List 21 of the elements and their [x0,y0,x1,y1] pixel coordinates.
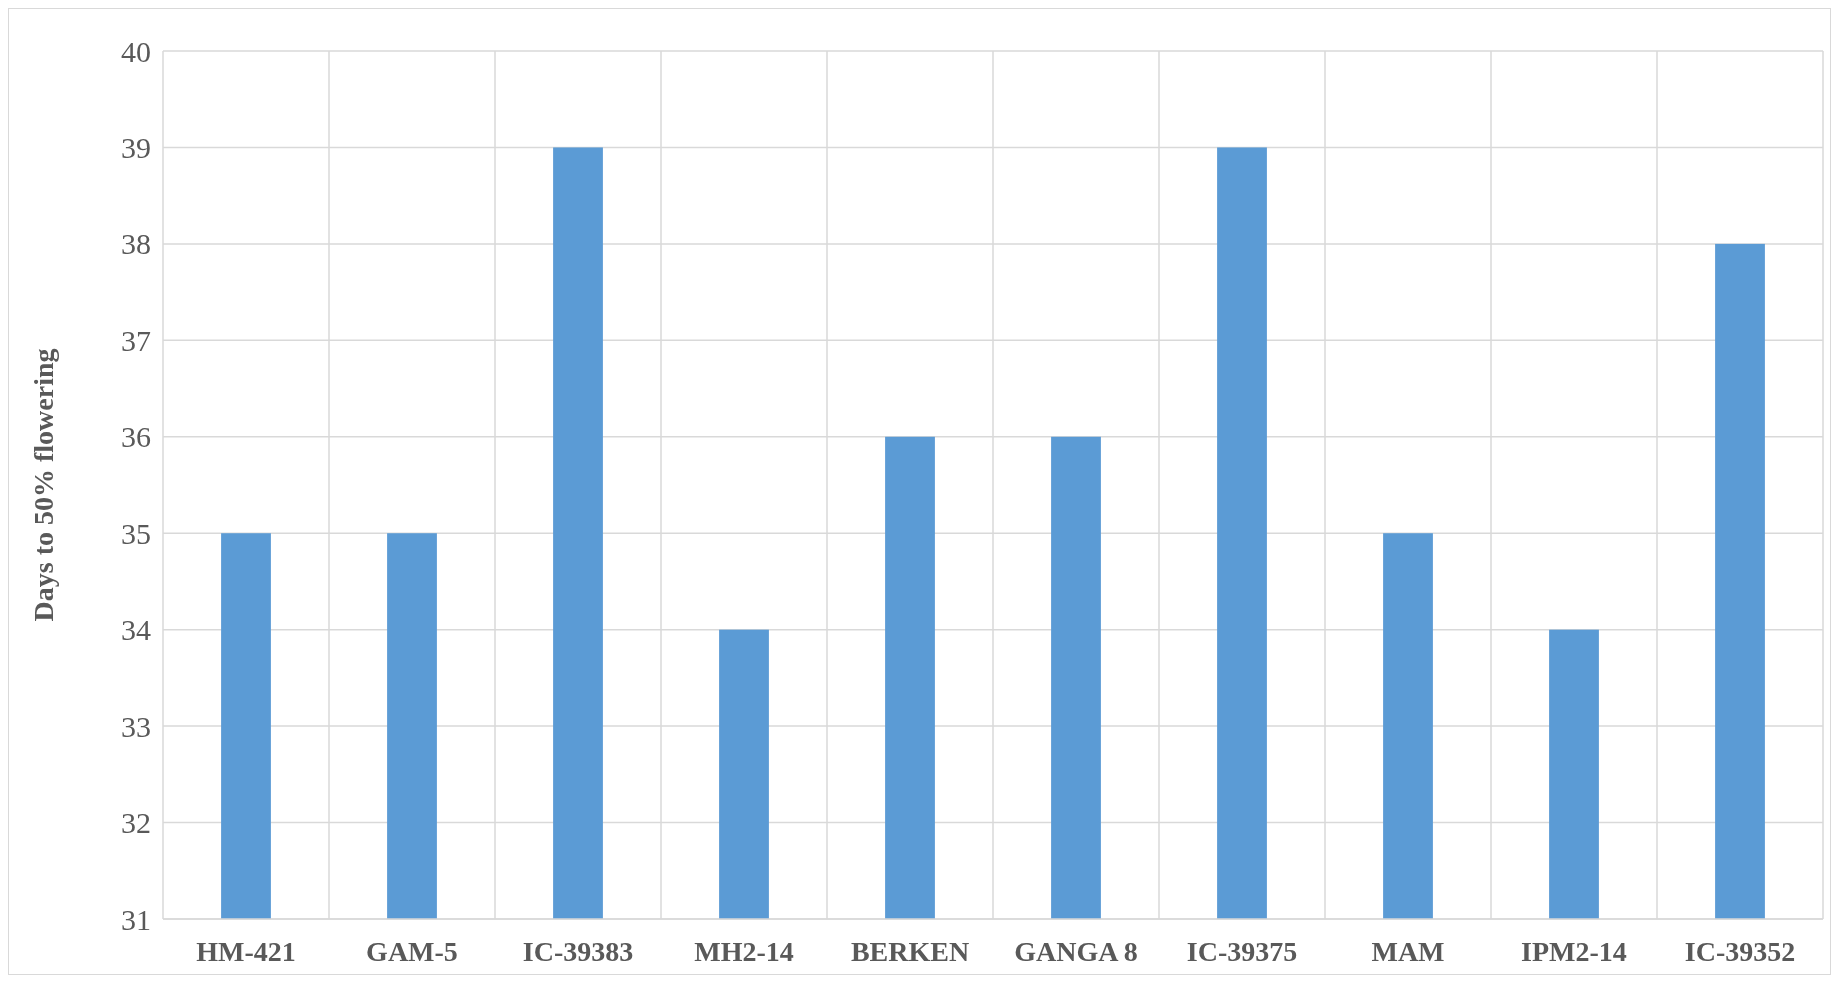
y-tick-label: 33 [121,709,151,743]
x-tick-label: MH2-14 [694,936,794,967]
x-tick-label: MAM [1371,936,1445,967]
y-axis-title: Days to 50% flowering [28,348,59,622]
y-tick-label: 34 [121,613,151,647]
x-tick-label: BERKEN [850,936,970,967]
y-tick-label: 37 [121,323,151,357]
x-tick-label: IC-39352 [1684,936,1796,967]
y-tick-label: 36 [121,420,151,454]
y-tick-label: 32 [121,806,151,840]
y-tick-label: 40 [121,34,151,68]
y-tick-label: 39 [121,130,151,164]
y-tick-label: 38 [121,227,151,261]
x-tick-label: IPM2-14 [1521,936,1627,967]
x-tick-label: HM-421 [196,936,296,967]
y-tick-label: 31 [121,902,151,936]
x-tick-label: GAM-5 [366,936,458,967]
x-tick-label: GANGA 8 [1014,936,1138,967]
x-tick-label: IC-39375 [1186,936,1298,967]
x-tick-label: IC-39383 [522,936,634,967]
y-tick-label: 35 [121,516,151,550]
